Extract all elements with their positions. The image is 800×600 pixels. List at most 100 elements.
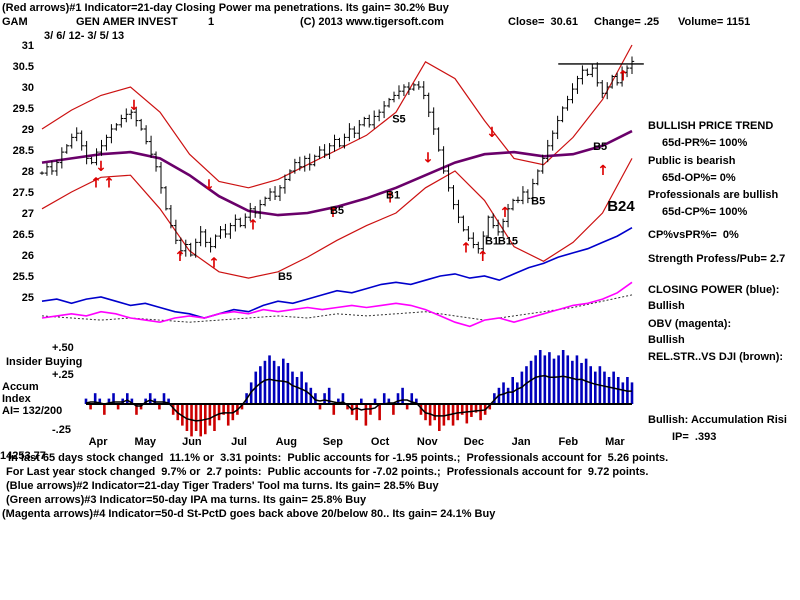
signal-label: S5	[392, 114, 405, 126]
indicator2-line: (Blue arrows)#2 Indicator=21-day Tiger T…	[6, 480, 439, 492]
month-axis: Apr May Jun Jul Aug Sep Oct Nov Dec Jan Feb Mar	[89, 436, 626, 448]
month-label: Oct	[371, 436, 390, 448]
signal-label: B5	[531, 196, 545, 208]
date-range: 3/ 6/ 12- 3/ 5/ 13	[44, 30, 125, 42]
month-label: Sep	[323, 436, 343, 448]
month-label: May	[135, 436, 157, 448]
obv-line	[41, 281, 633, 328]
buy-arrow-icon: ↑	[208, 255, 220, 271]
sell-arrow-icon: ↓	[128, 98, 140, 114]
accumulation-status: Bullish: Accumulation Risi	[648, 414, 787, 426]
sell-arrow-icon: ↓	[95, 159, 107, 175]
price-y-label: 25	[22, 292, 34, 304]
indicator1-header: (Red arrows)#1 Indicator=21-day Closing …	[2, 2, 449, 14]
sell-arrow-icon: ↓	[486, 125, 498, 141]
buy-arrow-icon: ↑	[477, 249, 489, 265]
buy-arrow-icon: ↑	[174, 249, 186, 265]
closing-power-header: CLOSING POWER (blue):	[648, 284, 780, 296]
price-y-label: 29	[22, 124, 34, 136]
ai-axis-minus25: -.25	[52, 424, 71, 436]
professionals-status: Professionals are bullish	[648, 189, 779, 201]
closing-power-status: Bullish	[648, 300, 685, 312]
month-label: Nov	[417, 436, 439, 448]
price-y-axis: 31 30.5 30 29.5 29 28.5 28 27.5 27 26.5 26 25.5 25	[13, 40, 34, 304]
signal-label: B15	[498, 236, 518, 248]
obv-status: Bullish	[648, 334, 685, 346]
buy-arrow-icon: ↑	[499, 205, 511, 221]
buy-arrow-icon: ↑	[103, 176, 115, 192]
obv-header: OBV (magenta):	[648, 318, 732, 330]
indicator3-line: (Green arrows)#3 Indicator=50-day IPA ma…	[6, 494, 367, 506]
month-label: Feb	[558, 436, 578, 448]
buy-arrow-icon: ↑	[247, 218, 259, 234]
price-y-label: 29.5	[13, 103, 34, 115]
rel-str-header: REL.STR..VS DJI (brown):	[648, 351, 784, 363]
price-y-label: 26	[22, 250, 34, 262]
signal-label: B5	[330, 205, 344, 217]
closing-power-line	[41, 227, 633, 319]
signal-arrows: ↑ ↑↑ ↑↑↑↑↑↑↑↑↑↓↓↓↓↓	[90, 69, 629, 272]
op-percent: 65d-OP%= 0%	[662, 172, 736, 184]
price-candles	[39, 56, 635, 258]
footer-year-summary: For Last year stock changed 9.7% or 2.7 …	[6, 466, 649, 478]
accum-ma-line	[85, 374, 632, 422]
b24-label: B24	[607, 198, 635, 215]
month-label: Apr	[89, 436, 109, 448]
cp-percent: 65d-CP%= 100%	[662, 206, 748, 218]
price-y-label: 30	[22, 82, 34, 94]
ai-reading: AI= 132/200	[2, 405, 63, 417]
buy-arrow-icon: ↑	[597, 163, 609, 179]
ma-65d-line	[41, 129, 633, 217]
price-y-label: 31	[22, 40, 34, 52]
rel-str-dji-line	[41, 294, 633, 323]
pr-percent: 65d-PR%= 100%	[662, 137, 748, 149]
price-bands	[41, 44, 633, 279]
ticker-symbol: GAM	[2, 16, 28, 28]
ai-axis-plus25: +.25	[52, 369, 74, 381]
price-y-label: 28.5	[13, 145, 34, 157]
footer-65day-summary: In last 65 days stock changed 11.1% or 3…	[8, 452, 669, 464]
sell-arrow-icon: ↓	[422, 150, 434, 166]
ai-axis-plus50: +.50	[52, 342, 74, 354]
signal-label: B1	[485, 236, 499, 248]
b24-group: B24	[607, 198, 635, 215]
month-label: Jan	[512, 436, 531, 448]
buy-arrow-icon: ↑	[617, 69, 629, 85]
price-y-label: 25.5	[13, 271, 34, 283]
signal-label: B5	[593, 141, 607, 153]
signal-label: B1	[386, 189, 400, 201]
signal-label: B5	[278, 271, 292, 283]
month-label: Aug	[276, 436, 297, 448]
buy-arrow-icon: ↑	[327, 205, 339, 221]
price-trend-status: BULLISH PRICE TREND	[648, 120, 774, 132]
ip-value: IP= .393	[672, 431, 717, 443]
accum-label: Accum	[2, 381, 39, 393]
price-y-label: 27.5	[13, 187, 34, 199]
price-y-label: 30.5	[13, 61, 34, 73]
accum-index-histogram	[84, 350, 634, 437]
buy-arrow-icon: ↑	[90, 176, 102, 192]
stock-name: GEN AMER INVEST	[76, 16, 178, 28]
chart-number: 1	[208, 16, 215, 28]
month-label: Jul	[231, 436, 247, 448]
volume-value: Volume= 1151	[678, 16, 751, 28]
index-label: Index	[2, 393, 31, 405]
copyright-text: (C) 2013 www.tigersoft.com	[300, 16, 444, 28]
buy-arrow-icon: ↑	[460, 241, 472, 257]
strength-ratio: Strength Profess/Pub= 2.7	[648, 253, 786, 265]
price-y-label: 26.5	[13, 229, 34, 241]
month-label: Mar	[605, 436, 625, 448]
sell-arrow-icon: ↓	[203, 178, 215, 194]
buy-arrow-icon: ↑	[384, 190, 396, 206]
insider-buying-label: Insider Buying	[6, 356, 83, 368]
change-value: Change= .25	[594, 16, 660, 28]
cp-vs-pr: CP%vsPR%= 0%	[648, 229, 739, 241]
dji-value: 14253.77	[0, 450, 46, 462]
public-status: Public is bearish	[648, 155, 736, 167]
close-value: Close= 30.61	[508, 16, 579, 28]
month-label: Dec	[464, 436, 484, 448]
price-y-label: 27	[22, 208, 34, 220]
